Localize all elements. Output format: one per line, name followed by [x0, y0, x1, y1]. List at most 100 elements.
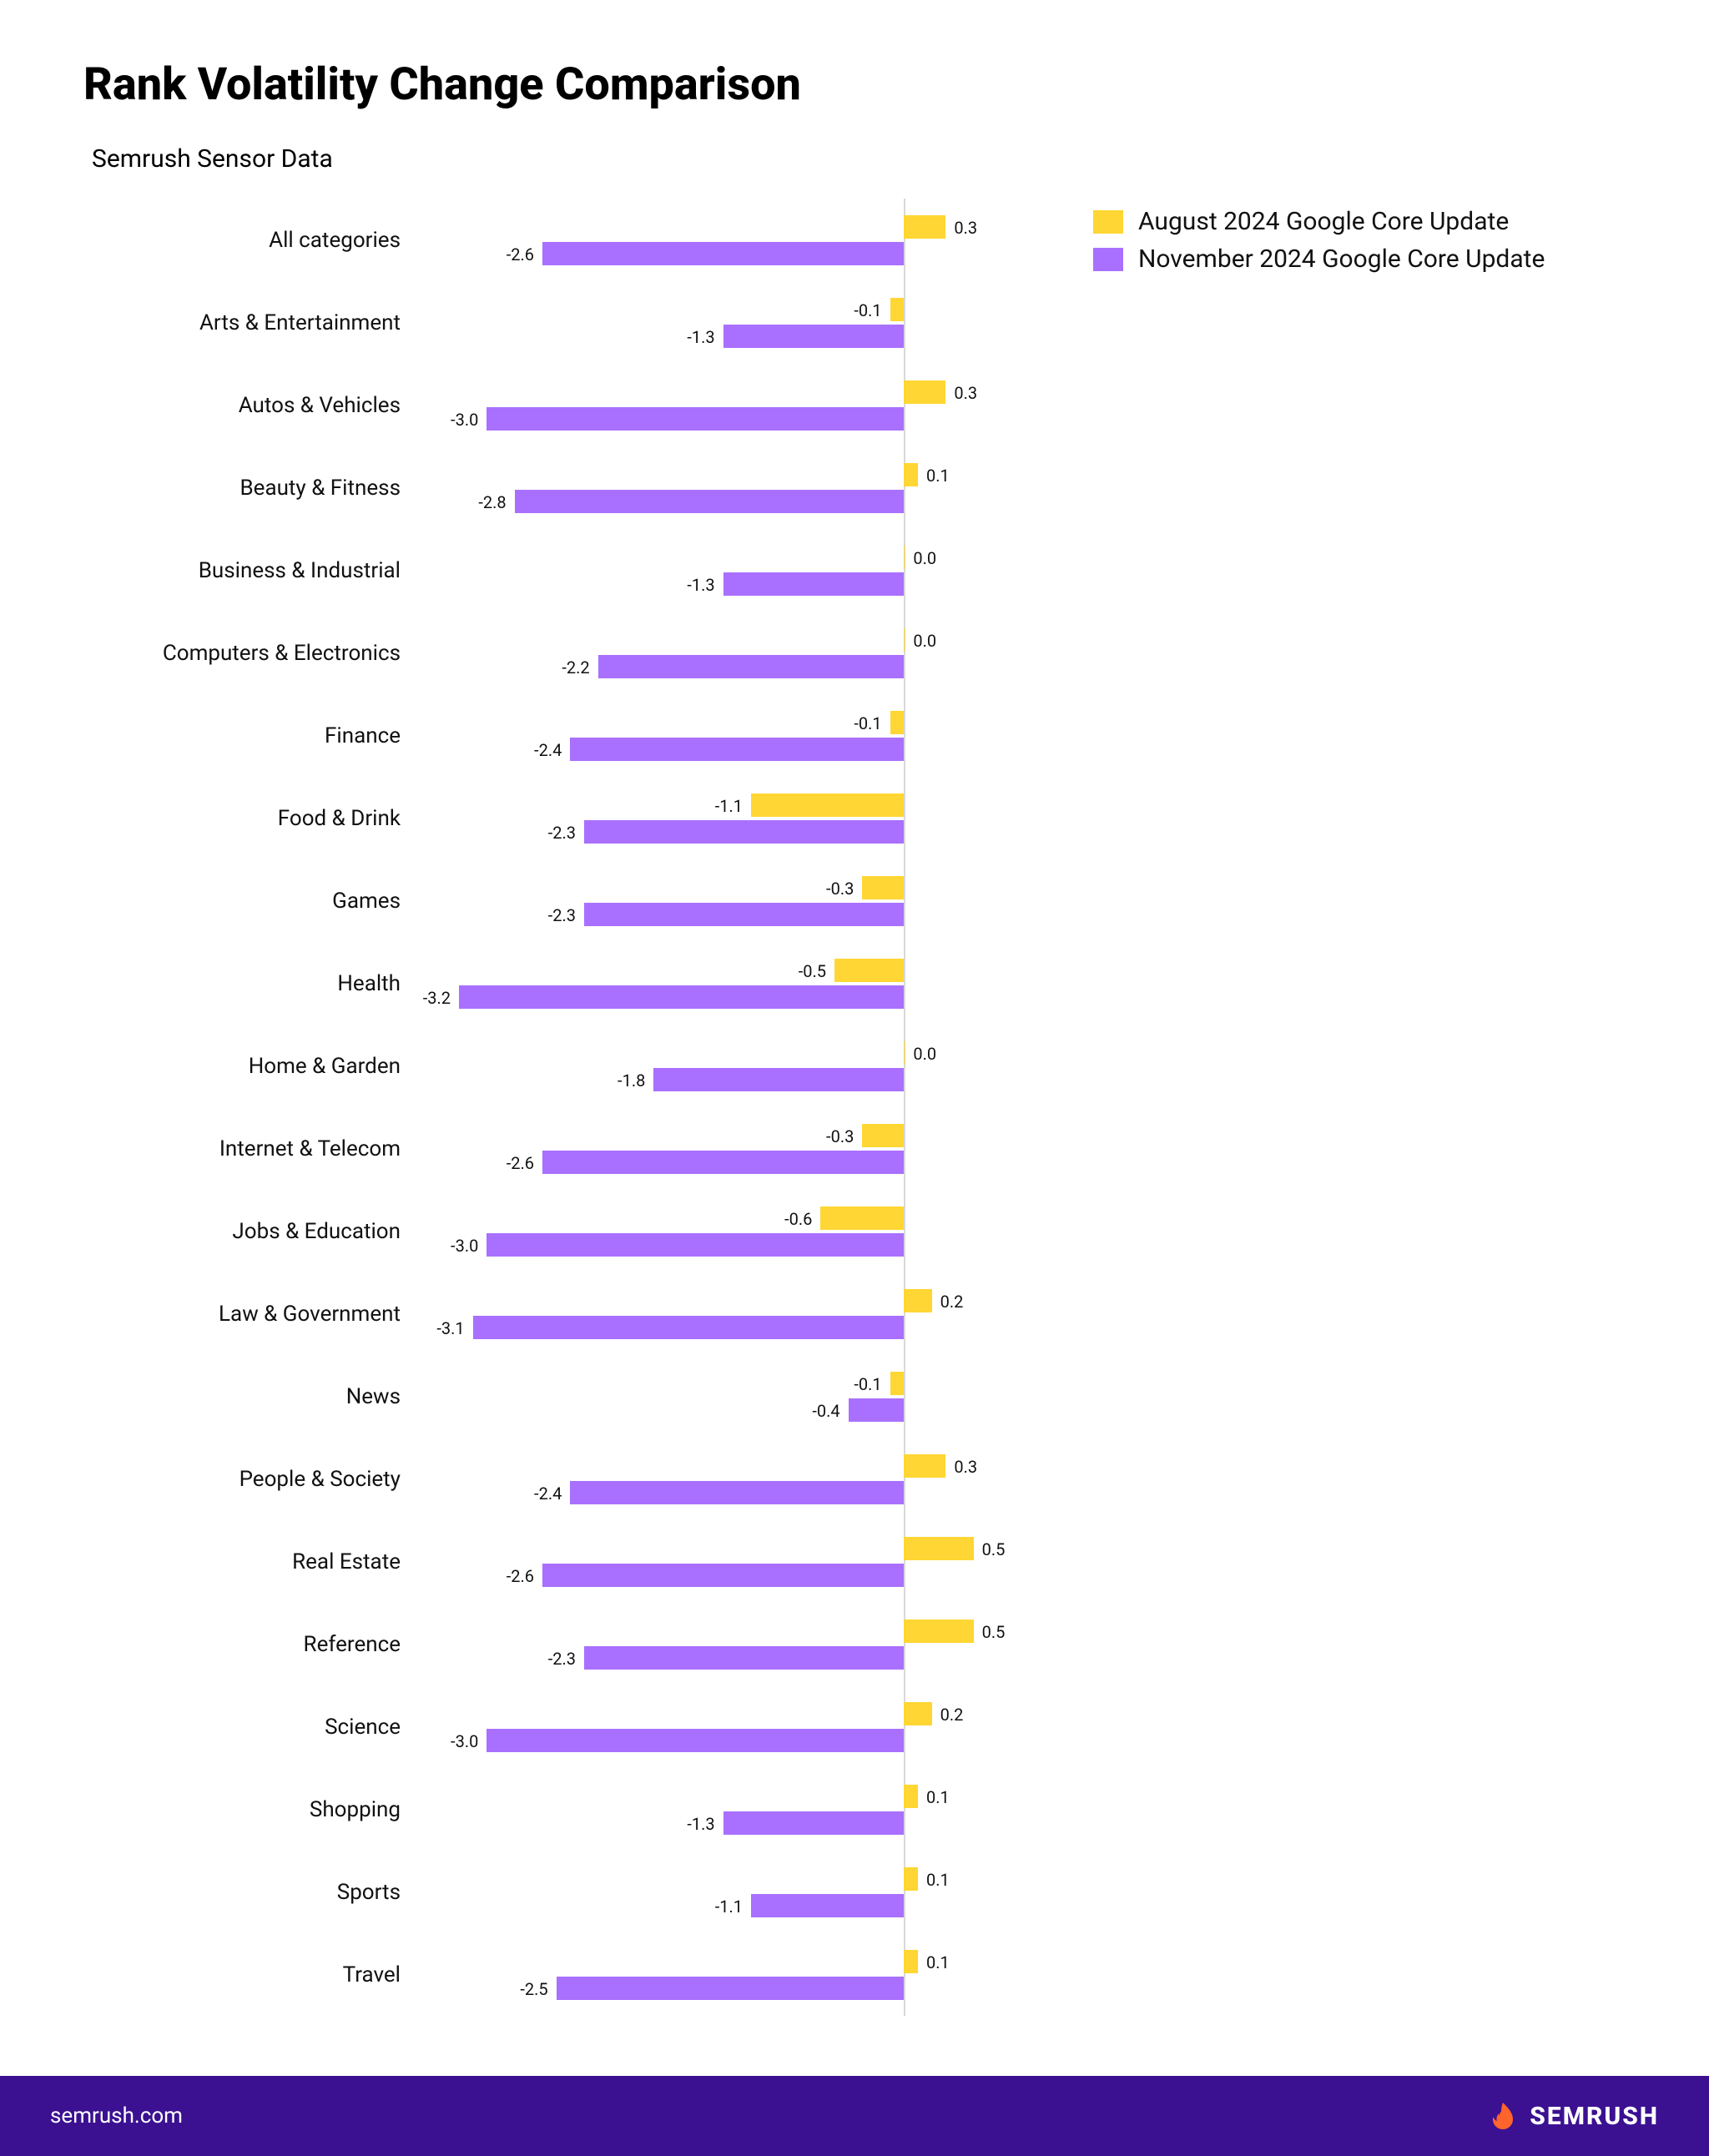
bars-container: -0.1-0.4	[417, 1355, 1043, 1438]
zero-axis	[904, 777, 905, 859]
bars-container: -0.1 -1.3	[417, 281, 1043, 364]
zero-axis	[904, 694, 905, 777]
bar-november	[849, 1398, 905, 1422]
bar-november	[584, 1646, 904, 1670]
chart-row: Health-0.5-3.2	[83, 942, 1043, 1025]
category-label: Sports	[83, 1880, 417, 1905]
chart-row: Home & Garden0.0-1.8	[83, 1025, 1043, 1107]
chart-subtitle: Semrush Sensor Data	[92, 144, 1626, 174]
bar-value-label: -3.0	[451, 1236, 478, 1256]
category-label: People & Society	[83, 1467, 417, 1492]
bar-november	[570, 738, 904, 761]
footer-bar: semrush.com SEMRUSH	[0, 2076, 1709, 2156]
bar-value-label: -2.6	[507, 1153, 534, 1173]
bars-container: -0.1-2.4	[417, 694, 1043, 777]
category-label: News	[83, 1384, 417, 1409]
bar-value-label: -0.4	[812, 1401, 839, 1421]
bar-november	[653, 1068, 904, 1091]
bar-august	[862, 1124, 904, 1147]
bar-value-label: 0.0	[913, 1044, 936, 1064]
bars-container: 0.1-2.5	[417, 1933, 1043, 2016]
bar-value-label: -0.1	[854, 713, 881, 733]
bar-value-label: -3.0	[451, 1731, 478, 1751]
category-label: Computers & Electronics	[83, 641, 417, 666]
bar-value-label: -1.1	[715, 1897, 743, 1917]
bars-container: -0.6-3.0	[417, 1190, 1043, 1272]
chart-row: Sports0.1-1.1	[83, 1851, 1043, 1933]
bar-august	[904, 380, 945, 404]
bar-value-label: -1.1	[715, 796, 743, 816]
bars-container: 0.1-1.3	[417, 1768, 1043, 1851]
bar-value-label: 0.0	[913, 631, 936, 651]
bars-container: -0.3-2.3	[417, 859, 1043, 942]
bar-value-label: -3.2	[423, 988, 451, 1008]
bar-value-label: 0.3	[954, 383, 977, 403]
bar-august	[904, 1537, 973, 1560]
zero-axis	[904, 859, 905, 942]
bar-value-label: -3.0	[451, 410, 478, 430]
bar-value-label: -2.8	[478, 492, 506, 512]
bar-value-label: 0.5	[982, 1539, 1006, 1559]
bars-container: 0.5-2.6	[417, 1520, 1043, 1603]
chart-row: Autos & Vehicles0.3-3.0	[83, 364, 1043, 446]
category-label: Finance	[83, 723, 417, 748]
bar-value-label: -1.3	[687, 327, 714, 347]
bar-august	[904, 1620, 973, 1643]
chart-row: Travel0.1-2.5	[83, 1933, 1043, 2016]
bar-value-label: -2.3	[548, 1649, 576, 1669]
zero-axis	[904, 199, 905, 281]
bar-value-label: -0.1	[854, 300, 881, 320]
category-label: Shopping	[83, 1797, 417, 1822]
legend-label: August 2024 Google Core Update	[1138, 207, 1509, 236]
footer-url: semrush.com	[50, 2103, 183, 2128]
category-label: Health	[83, 971, 417, 996]
chart-row: People & Society 0.3 -2.4	[83, 1438, 1043, 1520]
zero-axis	[904, 364, 905, 446]
bar-august	[862, 876, 904, 899]
bars-container: 0.0 -2.2	[417, 612, 1043, 694]
category-label: Law & Government	[83, 1302, 417, 1327]
bar-value-label: -2.4	[534, 1484, 562, 1504]
bar-value-label: 0.5	[982, 1622, 1006, 1642]
bar-august	[904, 1289, 931, 1312]
bar-november	[557, 1977, 905, 2000]
chart-title: Rank Volatility Change Comparison	[83, 58, 1626, 111]
bars-container: 0.2-3.0	[417, 1685, 1043, 1768]
zero-axis	[904, 1107, 905, 1190]
bar-august	[820, 1206, 904, 1230]
chart-row: Games-0.3-2.3	[83, 859, 1043, 942]
category-label: Real Estate	[83, 1549, 417, 1574]
bar-value-label: 0.2	[940, 1292, 964, 1312]
bar-november	[515, 490, 905, 513]
bar-august	[904, 546, 905, 569]
chart-row: Law & Government0.2-3.1	[83, 1272, 1043, 1355]
category-label: Games	[83, 889, 417, 914]
bar-value-label: -2.5	[520, 1979, 547, 1999]
bar-november	[473, 1316, 905, 1339]
bar-november	[542, 1151, 904, 1174]
chart-row: Real Estate0.5-2.6	[83, 1520, 1043, 1603]
bars-container: 0.0-1.3	[417, 529, 1043, 612]
zero-axis	[904, 942, 905, 1025]
bar-value-label: 0.3	[954, 1457, 977, 1477]
bar-value-label: -2.2	[562, 657, 589, 678]
bar-value-label: 0.0	[913, 548, 936, 568]
legend-label: November 2024 Google Core Update	[1138, 244, 1545, 274]
zero-axis	[904, 1025, 905, 1107]
bar-august	[904, 1867, 918, 1891]
category-label: Home & Garden	[83, 1054, 417, 1079]
bar-august	[904, 1041, 905, 1065]
chart-row: Computers & Electronics 0.0 -2.2	[83, 612, 1043, 694]
bar-august	[904, 1702, 931, 1725]
bars-container: 0.1-1.1	[417, 1851, 1043, 1933]
bar-november	[723, 1811, 905, 1835]
zero-axis	[904, 1685, 905, 1768]
category-label: Jobs & Education	[83, 1219, 417, 1244]
bar-november	[542, 1564, 904, 1587]
chart-row: Business & Industrial0.0-1.3	[83, 529, 1043, 612]
bar-value-label: -2.6	[507, 244, 534, 264]
bar-value-label: -0.3	[826, 879, 854, 899]
bar-november	[486, 1729, 904, 1752]
category-label: All categories	[83, 228, 417, 253]
bar-august	[834, 959, 904, 982]
